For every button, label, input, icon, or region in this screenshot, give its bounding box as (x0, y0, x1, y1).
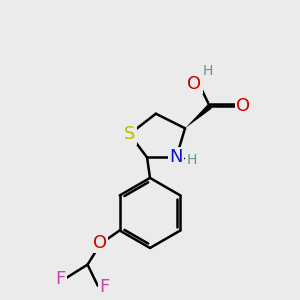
Text: F: F (55, 270, 65, 288)
Text: O: O (93, 234, 107, 252)
Text: H: H (202, 64, 213, 78)
Text: F: F (99, 278, 109, 296)
Polygon shape (185, 104, 212, 128)
Text: S: S (124, 125, 135, 143)
Text: N: N (169, 148, 183, 166)
Text: H: H (186, 153, 197, 167)
Text: O: O (187, 75, 201, 93)
Text: O: O (236, 98, 250, 116)
